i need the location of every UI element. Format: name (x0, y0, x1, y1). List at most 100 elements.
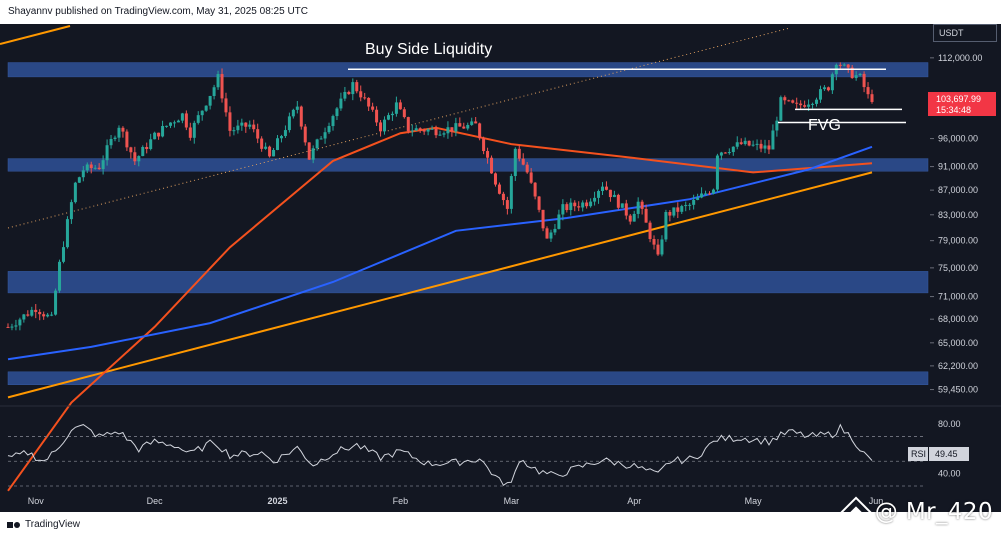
candle-body (608, 189, 612, 198)
candle-body (204, 105, 208, 111)
candle-body (188, 127, 192, 138)
time-axis: Nov Dec 2025 Feb Mar Apr May Jun (28, 496, 883, 506)
candle-body (149, 139, 153, 149)
candle-body (759, 143, 763, 149)
price-tick-label: 71,000.00 (938, 292, 978, 302)
candle-body (553, 228, 557, 233)
candle-body (22, 314, 26, 320)
candle-body (624, 203, 628, 216)
candle-body (58, 261, 62, 291)
candle-body (295, 106, 299, 110)
candle-body (672, 207, 676, 216)
candle-body (585, 202, 589, 207)
candle-body (636, 201, 640, 214)
candle-body (252, 124, 256, 130)
candle-body (787, 100, 791, 102)
candle-body (129, 147, 133, 153)
candle-body (628, 215, 632, 222)
candle-body (165, 125, 169, 127)
candle-body (509, 176, 513, 209)
candle-body (327, 126, 331, 133)
candle-body (565, 204, 569, 211)
candle-body (363, 97, 367, 99)
candle-body (533, 182, 537, 197)
candle-body (117, 127, 121, 138)
rsi-tick-label: 40.00 (938, 469, 961, 479)
candle-body (303, 126, 307, 143)
candle-body (85, 164, 89, 171)
candle-body (616, 194, 620, 208)
upper-trendline-fragment (0, 25, 71, 45)
candle-body (77, 177, 81, 183)
candle-body (462, 126, 466, 129)
candle-body (232, 130, 236, 132)
candle-body (311, 148, 315, 160)
moving-average-200 (7, 126, 873, 492)
currency-selector[interactable]: USDT (933, 24, 997, 42)
candle-body (715, 155, 719, 190)
candle-body (767, 145, 771, 150)
moving-average-100 (7, 145, 873, 361)
candle-body (141, 146, 145, 157)
candle-body (656, 244, 660, 255)
candle-body (240, 122, 244, 126)
candle-body (196, 115, 200, 123)
candle-body (101, 160, 105, 170)
candle-body (228, 112, 232, 131)
candle-body (589, 201, 593, 207)
candle-body (422, 129, 426, 132)
liquidity-zones (7, 62, 929, 385)
rsi-name-tag-bg (908, 447, 928, 461)
candle-body (323, 132, 327, 139)
candle-body (490, 157, 494, 174)
candle-body (561, 204, 565, 215)
candle-body (521, 158, 525, 165)
candle-body (105, 145, 109, 161)
rsi-line (7, 423, 873, 487)
annotations: Buy Side Liquidity FVG (348, 41, 906, 134)
candle-body (815, 99, 819, 104)
candle-body (38, 312, 42, 315)
price-badge-value: 103,697.99 (936, 94, 981, 104)
candle-body (125, 131, 129, 148)
candle-body (799, 103, 803, 106)
candle-body (775, 120, 779, 131)
attribution-text: Shayannv published on TradingView.com, M… (8, 6, 308, 17)
candle-body (822, 87, 826, 90)
candle-body (858, 73, 862, 76)
fvg-label: FVG (808, 117, 841, 134)
candle-body (89, 164, 93, 169)
candle-body (501, 193, 505, 201)
price-tick-label: 87,000.00 (938, 185, 978, 195)
candle-body (620, 203, 624, 208)
candle-body (379, 122, 383, 132)
time-tick-label: Nov (28, 496, 45, 506)
watermark-handle: @ Mr_420 (874, 499, 993, 525)
candle-body (604, 186, 608, 190)
ascending-trendline (7, 171, 873, 399)
tradingview-brand[interactable]: TradingView (7, 519, 80, 530)
candle-body (739, 142, 743, 145)
candle-body (537, 196, 541, 210)
candle-body (54, 290, 58, 315)
candle-body (184, 113, 188, 128)
rsi-value-badge-bg (929, 447, 969, 461)
watermark: @ Mr_420 (840, 496, 993, 528)
candle-body (359, 91, 363, 98)
candle-body (866, 87, 870, 95)
candle-body (367, 97, 371, 107)
candle-body (42, 314, 46, 317)
candle-body (747, 140, 751, 146)
candle-body (81, 170, 85, 178)
candle-body (632, 213, 636, 222)
candle-body (133, 152, 137, 162)
candle-body (731, 146, 735, 153)
time-tick-label: May (745, 496, 763, 506)
price-tick-label: 91,000.00 (938, 162, 978, 172)
liquidity-zone-4 (7, 371, 929, 385)
candle-body (279, 136, 283, 139)
candle-body (272, 149, 276, 157)
candle-body (450, 127, 454, 132)
candle-body (168, 122, 173, 126)
